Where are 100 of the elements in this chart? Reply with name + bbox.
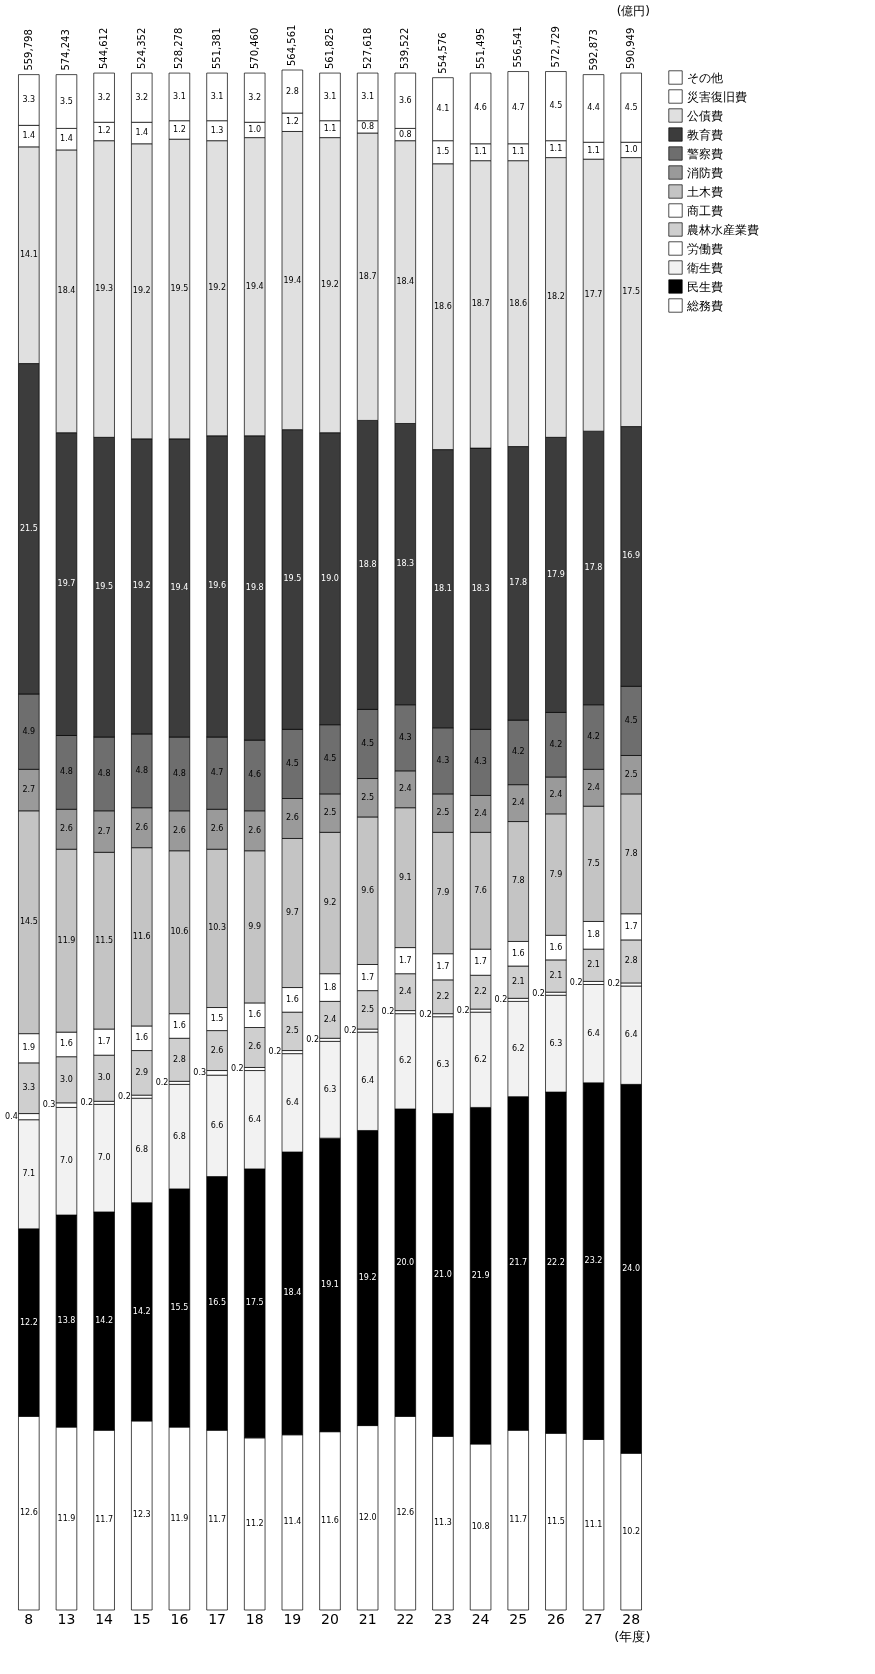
legend-label: 農林水産業費 [687, 222, 759, 237]
data-label: 24.0 [622, 1263, 641, 1273]
data-label: 1.4 [135, 128, 149, 138]
annotation: 554,576 [436, 32, 448, 74]
data-label: 1.1 [511, 147, 525, 157]
data-label: 1.9 [22, 1043, 36, 1053]
data-label: 0.3 [193, 1067, 207, 1077]
data-label: 2.4 [511, 798, 525, 808]
x-tick-label: 23 [434, 1610, 452, 1627]
data-label: 19.0 [321, 573, 339, 583]
data-label: 12.3 [132, 1510, 151, 1520]
annotation: 574,243 [60, 29, 72, 71]
data-label: 4.3 [398, 732, 412, 742]
data-label: 3.0 [97, 1073, 111, 1083]
data-label: 3.2 [97, 92, 111, 102]
data-label: 2.7 [22, 785, 36, 795]
data-label: 10.6 [170, 927, 189, 937]
x-tick-label: 19 [283, 1610, 302, 1627]
data-label: 15.5 [170, 1302, 189, 1312]
data-label: 2.5 [361, 792, 375, 802]
legend-label: 商工費 [687, 203, 723, 218]
data-label: 11.5 [546, 1516, 565, 1526]
data-label: 13.8 [57, 1316, 76, 1326]
data-label: 2.4 [323, 1014, 337, 1024]
x-tick-label: 25 [509, 1610, 528, 1627]
text: (億円) [616, 4, 650, 18]
data-label: 19.2 [132, 581, 151, 591]
data-label: 0.4 [5, 1111, 18, 1121]
data-label: 1.6 [511, 948, 525, 958]
data-label: 2.2 [436, 991, 450, 1001]
data-label: 18.4 [283, 1288, 302, 1298]
data-label: 7.9 [549, 869, 563, 879]
data-label: 1.3 [210, 125, 224, 135]
data-label: 1.5 [436, 147, 450, 157]
text: 551,495 [474, 27, 486, 70]
data-label: 19.8 [245, 582, 264, 592]
legend-label: 土木費 [687, 184, 723, 199]
data-label: 14.5 [19, 917, 38, 927]
legend-label: その他 [687, 70, 723, 85]
data-label: 3.1 [323, 91, 337, 101]
data-label: 6.3 [436, 1060, 450, 1070]
data-label: 1.0 [624, 144, 638, 154]
data-label: 17.7 [584, 290, 603, 300]
data-label: 14.1 [19, 250, 38, 260]
data-label: 6.3 [323, 1084, 337, 1094]
x-tick-label: 24 [471, 1610, 490, 1627]
data-label: 6.4 [587, 1028, 600, 1038]
data-label: 4.5 [285, 758, 299, 768]
data-label: 0.2 [494, 994, 508, 1004]
legend-label: 労働費 [687, 241, 723, 256]
data-label: 3.0 [60, 1074, 73, 1084]
data-label: 2.6 [285, 813, 299, 823]
data-label: 21.5 [19, 523, 38, 533]
data-label: 6.4 [248, 1114, 262, 1124]
data-label: 0.2 [230, 1064, 244, 1073]
data-label: 1.7 [97, 1037, 111, 1047]
data-label: 2.6 [173, 825, 186, 835]
data-label: 7.6 [474, 885, 487, 895]
data-label: 2.5 [323, 808, 337, 818]
data-label: 1.7 [474, 957, 487, 967]
data-label: 0.2 [569, 977, 583, 987]
data-label: 18.2 [546, 292, 565, 302]
data-label: 9.6 [361, 885, 375, 895]
data-label: 4.5 [323, 754, 337, 764]
data-label: 4.2 [549, 739, 563, 749]
legend-label: 民生費 [687, 279, 723, 294]
data-label: 1.5 [210, 1014, 224, 1024]
text: 561,825 [324, 27, 335, 70]
x-axis-title: (年度) [614, 1628, 651, 1644]
data-label: 12.6 [396, 1508, 415, 1518]
data-label: 16.5 [208, 1298, 226, 1308]
data-label: 17.5 [622, 287, 641, 297]
data-label: 19.5 [283, 574, 302, 584]
data-label: 2.6 [248, 1042, 262, 1052]
data-label: 10.2 [622, 1526, 641, 1536]
data-label: 11.6 [321, 1515, 339, 1525]
text: 556,541 [512, 26, 524, 68]
data-label: 4.6 [474, 103, 487, 113]
data-label: 2.5 [624, 769, 638, 779]
data-label: 19.2 [358, 1273, 377, 1283]
data-label: 2.2 [474, 987, 487, 997]
data-label: 4.6 [248, 770, 262, 780]
data-label: 3.2 [248, 92, 262, 102]
text: 539,522 [399, 27, 411, 70]
data-label: 0.3 [42, 1100, 56, 1110]
data-label: 1.6 [285, 994, 299, 1004]
data-label: 19.5 [95, 582, 114, 592]
data-label: 7.8 [511, 876, 525, 886]
data-label: 0.8 [361, 121, 375, 131]
data-label: 12.6 [19, 1508, 38, 1518]
data-label: 11.9 [170, 1513, 189, 1523]
data-label: 6.6 [210, 1120, 224, 1130]
data-label: 6.2 [398, 1056, 412, 1066]
data-label: 4.8 [97, 768, 111, 778]
data-label: 18.6 [509, 298, 528, 308]
data-label: 1.6 [60, 1039, 73, 1049]
data-label: 4.9 [22, 726, 36, 736]
data-label: 2.4 [474, 808, 487, 818]
x-tick-label: 22 [396, 1610, 415, 1627]
data-label: 0.2 [80, 1097, 94, 1107]
